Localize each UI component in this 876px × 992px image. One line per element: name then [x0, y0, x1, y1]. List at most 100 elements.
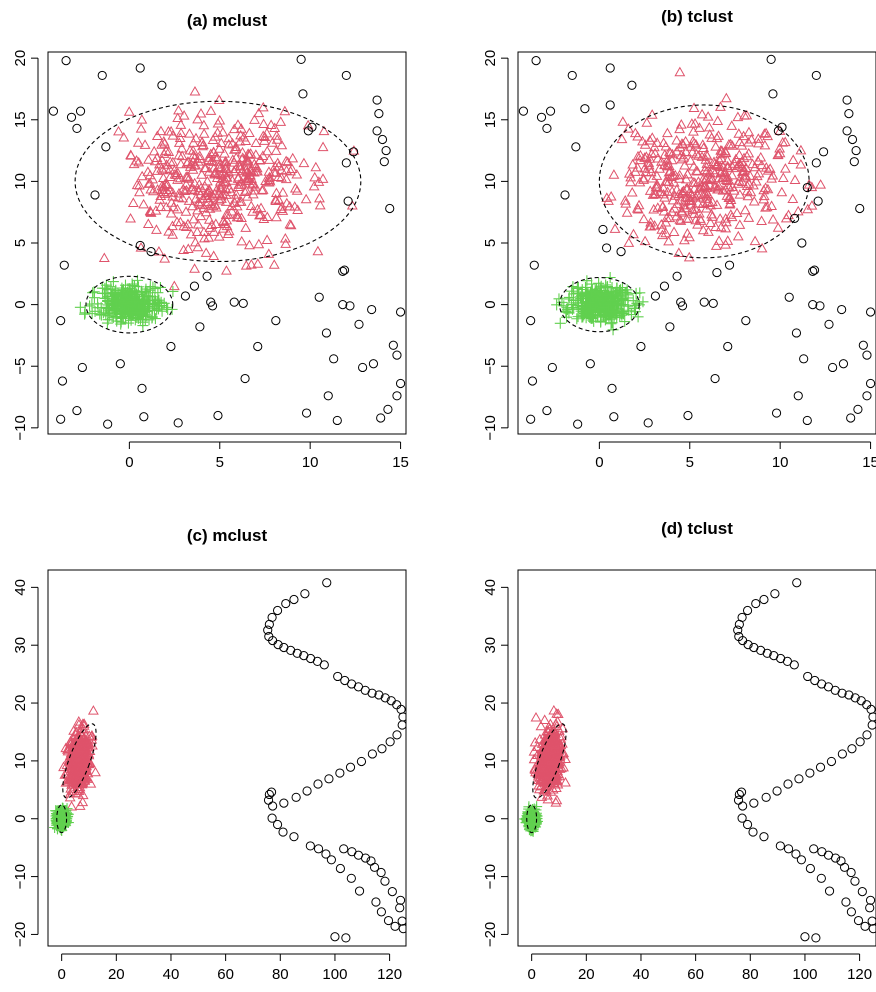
cluster-1-point — [658, 188, 670, 199]
cluster-2-point — [127, 280, 139, 292]
cluster-1-point — [149, 155, 161, 166]
panel-title: (b) tclust — [661, 7, 733, 26]
cluster-1-point — [156, 163, 168, 173]
cluster-1-point — [680, 173, 692, 184]
outlier-point — [542, 123, 552, 133]
cluster-1-point — [136, 170, 148, 181]
cluster-1-point — [68, 725, 80, 735]
outlier-point — [855, 737, 865, 747]
outlier-point — [367, 688, 377, 698]
cluster-1-point — [308, 180, 320, 191]
cluster-1-point — [529, 736, 541, 747]
cluster-1-point — [620, 198, 632, 208]
outlier-point — [542, 405, 552, 416]
cluster-1-point — [726, 169, 738, 180]
outlier-point — [341, 158, 351, 168]
y-tick-label: −5 — [12, 358, 29, 375]
cluster-1-point — [662, 186, 674, 196]
cluster-1-point — [674, 66, 686, 77]
cluster-2-point — [627, 295, 639, 307]
cluster-1-point — [795, 158, 807, 169]
cluster-2-point — [567, 294, 579, 306]
outlier-point — [298, 89, 308, 99]
outlier-point — [868, 712, 876, 722]
cluster-1-point — [733, 149, 745, 160]
cluster-1-point — [90, 766, 101, 777]
outlier-point — [319, 660, 329, 670]
cluster-1-point — [292, 204, 304, 214]
cluster-1-point — [645, 216, 657, 227]
outlier-point — [526, 316, 536, 326]
cluster-1-point — [195, 210, 207, 221]
cluster-1-point — [67, 760, 79, 771]
outlier-point — [173, 418, 183, 428]
cluster-1-point — [706, 196, 718, 207]
cluster-1-point — [236, 212, 247, 223]
cluster-1-point — [543, 762, 555, 773]
cluster-2-point — [577, 311, 589, 323]
cluster-1-point — [285, 219, 297, 230]
cluster-1-point — [715, 152, 727, 163]
cluster-1-point — [733, 128, 745, 138]
outlier-point — [272, 819, 283, 830]
cluster-1-point — [231, 209, 243, 219]
cluster-1-point — [736, 166, 748, 177]
outlier-point — [808, 300, 818, 310]
cluster-1-point — [252, 165, 263, 176]
cluster-1-point — [659, 192, 671, 202]
cluster-1-point — [713, 130, 724, 140]
cluster-1-point — [673, 173, 685, 183]
cluster-1-point — [661, 212, 673, 223]
y-tick-label: −10 — [12, 415, 29, 440]
cluster-1-point — [270, 167, 282, 177]
outlier-point — [723, 341, 733, 352]
cluster-1-point — [681, 228, 693, 238]
cluster-2-point — [109, 302, 121, 314]
cluster-1-point — [287, 152, 299, 163]
cluster-1-point — [317, 141, 329, 152]
cluster-2-point — [58, 813, 70, 825]
cluster-1-point — [232, 173, 244, 183]
y-tick-label: 5 — [12, 239, 29, 247]
cluster-1-point — [72, 787, 84, 798]
cluster-1-point — [66, 800, 78, 811]
cluster-2-point — [141, 290, 153, 302]
cluster-2-point — [95, 309, 107, 321]
cluster-1-point — [654, 186, 666, 197]
y-tick-label: 5 — [482, 239, 499, 247]
cluster-1-point — [253, 238, 265, 249]
outlier-point — [738, 801, 748, 811]
cluster-1-point — [194, 199, 206, 210]
cluster-1-point — [271, 130, 283, 140]
outlier-point — [844, 690, 854, 700]
outlier-point — [811, 933, 821, 943]
outlier-point — [264, 789, 274, 800]
cluster-ellipse — [598, 104, 810, 259]
cluster-1-point — [203, 232, 215, 242]
y-tick-label: 20 — [12, 695, 29, 712]
cluster-2-point — [138, 293, 150, 305]
cluster-ellipse — [559, 276, 640, 333]
cluster-1-point — [210, 201, 222, 212]
x-tick-label: 15 — [392, 454, 409, 471]
cluster-2-point — [551, 299, 563, 311]
cluster-1-point — [533, 774, 544, 785]
cluster-2-point — [127, 306, 139, 318]
outlier-point — [837, 304, 847, 315]
cluster-1-point — [661, 127, 673, 138]
cluster-2-point — [144, 294, 156, 306]
y-tick-label: 15 — [482, 111, 499, 128]
cluster-1-point — [192, 241, 204, 252]
cluster-1-point — [701, 165, 713, 176]
cluster-1-point — [204, 203, 216, 213]
cluster-1-point — [557, 722, 569, 733]
cluster-1-point — [686, 146, 698, 157]
outlier-point — [392, 391, 402, 401]
cluster-1-point — [314, 192, 325, 203]
cluster-1-point — [532, 770, 544, 781]
y-tick-label: −10 — [12, 864, 29, 889]
cluster-1-point — [734, 219, 746, 229]
cluster-1-point — [664, 166, 676, 176]
cluster-1-point — [547, 723, 559, 733]
outlier-point — [322, 578, 332, 588]
